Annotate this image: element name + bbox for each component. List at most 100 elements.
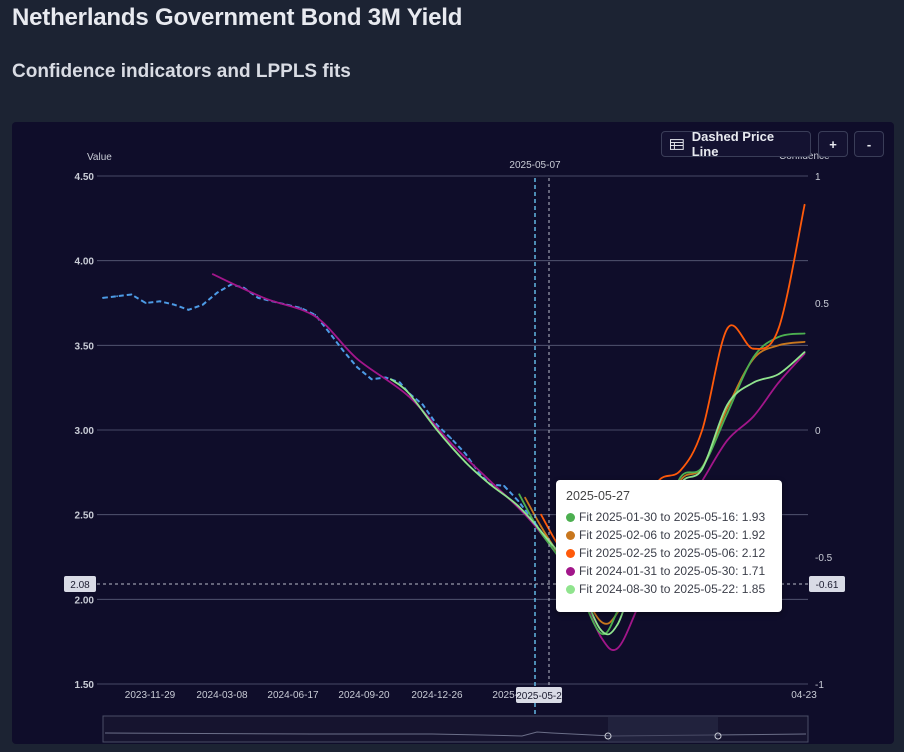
data-point [752, 347, 755, 350]
data-point [599, 632, 602, 635]
x-tick-label: 2024-06-17 [267, 690, 319, 701]
tooltip-row-label: Fit 2025-01-30 to 2025-05-16: 1.93 [579, 510, 766, 524]
data-point [503, 485, 505, 487]
data-point [102, 297, 104, 299]
x-tick-label: 04-23 [791, 690, 817, 701]
data-point [464, 461, 467, 464]
data-point [436, 429, 438, 431]
y-tick-label: 2.00 [75, 595, 95, 606]
y-tick-label: 3.00 [75, 426, 95, 437]
data-point [399, 381, 401, 384]
chart-panel[interactable]: Value Confidence 4.504.003.503.002.502.0… [12, 122, 894, 744]
x-tick-label: 2024-09-20 [338, 690, 390, 701]
data-point [616, 623, 619, 626]
data-point [159, 300, 161, 303]
data-point [116, 295, 118, 298]
data-point [679, 469, 682, 472]
data-point [518, 493, 521, 496]
data-point [726, 439, 729, 442]
data-point [300, 307, 302, 309]
tooltip-row: Fit 2024-08-30 to 2025-05-22: 1.85 [566, 580, 772, 598]
crosshair-left-badge [64, 576, 96, 592]
x-tick-label: 2024-12-26 [411, 690, 463, 701]
data-point [201, 303, 204, 306]
y2-tick-label: -0.5 [815, 553, 833, 564]
data-point [187, 308, 190, 311]
y-ticks: 4.50 4.00 3.50 3.00 2.50 2.00 1.50 [75, 172, 95, 691]
data-point [144, 302, 147, 304]
data-point [540, 525, 542, 528]
page-title: Netherlands Government Bond 3M Yield [12, 4, 463, 31]
tooltip-row-label: Fit 2025-02-25 to 2025-05-06: 2.12 [579, 546, 766, 560]
y-axis-label: Value [87, 152, 112, 163]
tooltip-row: Fit 2024-01-31 to 2025-05-30: 1.71 [566, 562, 772, 580]
data-point [726, 403, 729, 406]
tooltip-date: 2025-05-27 [566, 489, 630, 503]
chart-svg[interactable]: Value Confidence 4.504.003.503.002.502.0… [12, 122, 894, 744]
tooltip-row-label: Fit 2025-02-06 to 2025-05-20: 1.92 [579, 528, 766, 542]
data-point [421, 403, 424, 406]
y2-ticks: 1 0.5 0 -0.5 -1 [815, 172, 833, 691]
data-point [752, 381, 755, 384]
data-point [173, 303, 176, 306]
data-point [777, 327, 780, 330]
chart-tooltip: 2025-05-27 Fit 2025-01-30 to 2025-05-16:… [556, 480, 782, 612]
data-point [803, 341, 806, 343]
y2-tick-label: 1 [815, 172, 821, 183]
grid-lines [97, 175, 808, 685]
y2-tick-label: -1 [815, 680, 824, 691]
series-line-fit-2024-08-30-to-2025-05-22 [390, 351, 806, 636]
data-point [540, 513, 542, 516]
data-point [803, 332, 806, 335]
y2-tick-label: 0 [815, 426, 821, 437]
data-point [726, 327, 729, 330]
data-point [314, 315, 317, 318]
data-point [407, 395, 410, 397]
data-point [489, 483, 491, 486]
range-navigator[interactable] [102, 715, 809, 743]
crosshair-right-badge [809, 576, 845, 592]
data-point [356, 358, 359, 360]
data-point [701, 429, 704, 431]
data-point [517, 505, 520, 508]
navigator-handle-right[interactable] [714, 732, 722, 740]
zoom-out-button[interactable]: - [854, 131, 884, 157]
crosshair-right-value: -0.61 [816, 580, 839, 591]
page-subtitle: Confidence indicators and LPPLS fits [12, 61, 351, 82]
legend-dot-icon [566, 530, 575, 540]
data-point [407, 391, 410, 394]
data-point [752, 356, 755, 359]
tooltip-row: Fit 2025-02-25 to 2025-05-06: 2.12 [566, 544, 772, 562]
data-point [263, 297, 265, 299]
tooltip-row-label: Fit 2024-01-31 to 2025-05-30: 1.71 [579, 564, 766, 578]
data-point [546, 537, 548, 540]
tooltip-row: Fit 2025-01-30 to 2025-05-16: 1.93 [566, 508, 772, 526]
navigator-handle-left[interactable] [604, 732, 612, 740]
data-point [726, 407, 729, 409]
data-point [701, 468, 704, 470]
tooltip-row-label: Fit 2024-08-30 to 2025-05-22: 1.85 [579, 582, 766, 596]
data-point [436, 424, 438, 426]
y2-tick-label: 0.5 [815, 299, 829, 310]
data-point [777, 381, 780, 384]
x-ticks: 2023-11-29 2024-03-08 2024-06-17 2024-09-20… [125, 690, 817, 701]
y-tick-label: 2.50 [75, 511, 95, 522]
dashed-price-line-button[interactable]: Dashed Price Line [661, 129, 811, 159]
data-point [599, 635, 602, 638]
zoom-in-button[interactable]: + [818, 131, 848, 157]
data-point [211, 273, 214, 276]
data-point [777, 344, 780, 347]
crosshair-bottom-badge [516, 687, 562, 703]
data-point [327, 330, 330, 333]
x-tick-label: 2024-03-08 [196, 690, 248, 701]
dashed-price-line-label: Dashed Price Line [691, 129, 775, 159]
legend-dot-icon [566, 566, 575, 576]
x-tick-label: 2023-11-29 [125, 690, 176, 701]
data-point [464, 452, 467, 455]
data-point [524, 496, 526, 499]
navigator-selection[interactable] [608, 716, 718, 742]
data-point [130, 293, 133, 296]
y-tick-label: 4.50 [75, 172, 95, 183]
crosshair-top-date: 2025-05-07 [509, 160, 561, 171]
crosshair-left-value: 2.08 [70, 580, 90, 591]
